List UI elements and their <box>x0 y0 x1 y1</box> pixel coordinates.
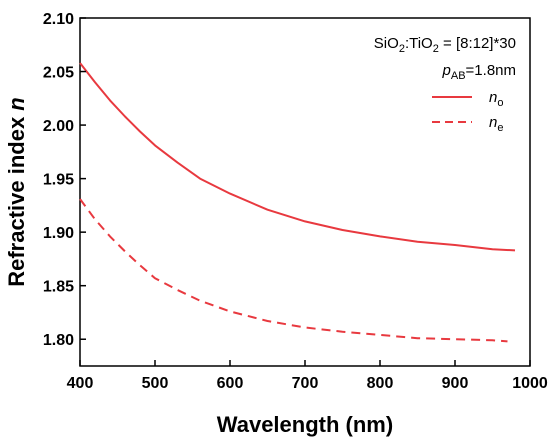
x-tick-label: 700 <box>292 375 319 392</box>
y-tick-label: 1.90 <box>43 225 74 242</box>
legend-n-o-symbol: n <box>489 89 497 106</box>
annot-p-value: =1.8nm <box>466 62 516 79</box>
period-annotation: pAB=1.8nm <box>442 62 516 82</box>
legend-n-o-sub: o <box>497 97 503 109</box>
series-line-n-o <box>79 62 516 252</box>
y-axis-title-main: Refractive index <box>4 111 29 287</box>
annot-ratio: = [8:12]*30 <box>439 35 516 52</box>
x-tick-label: 900 <box>442 375 469 392</box>
legend-label-n-e: ne <box>489 114 503 134</box>
x-tick-label: 600 <box>217 375 244 392</box>
annot-p-sub: AB <box>451 70 466 82</box>
legend-n-e-sub: e <box>497 122 503 134</box>
x-axis-title: Wavelength (nm) <box>217 412 393 437</box>
series-layer <box>79 62 516 343</box>
x-tick-label: 400 <box>67 375 94 392</box>
legend-n-e-symbol: n <box>489 114 497 131</box>
annot-sub-2a: 2 <box>399 43 405 55</box>
tick-layer: 400 500 600 700 800 900 1000 1.80 1.85 1.90 1.95 2.… <box>43 11 548 392</box>
annot-sub-2b: 2 <box>433 43 439 55</box>
series-line-n-e <box>79 198 508 343</box>
y-tick-label: 2.05 <box>43 65 74 82</box>
y-tick-label: 1.95 <box>43 172 74 189</box>
composition-annotation: SiO2:TiO2 = [8:12]*30 <box>374 35 516 55</box>
y-tick-label: 1.80 <box>43 332 74 349</box>
annot-p-symbol: p <box>442 62 451 79</box>
y-tick-label: 2.00 <box>43 118 74 135</box>
annot-tio: :TiO <box>405 35 433 52</box>
y-axis-title-symbol: n <box>4 97 29 110</box>
legend: no ne <box>432 89 503 134</box>
legend-label-n-o: no <box>489 89 503 109</box>
y-tick-label: 1.85 <box>43 279 74 296</box>
y-axis-title: Refractive index n <box>4 97 29 287</box>
x-tick-label: 1000 <box>512 375 548 392</box>
x-tick-label: 500 <box>142 375 169 392</box>
y-tick-label: 2.10 <box>43 11 74 28</box>
x-tick-label: 800 <box>367 375 394 392</box>
annot-sio: SiO <box>374 35 399 52</box>
